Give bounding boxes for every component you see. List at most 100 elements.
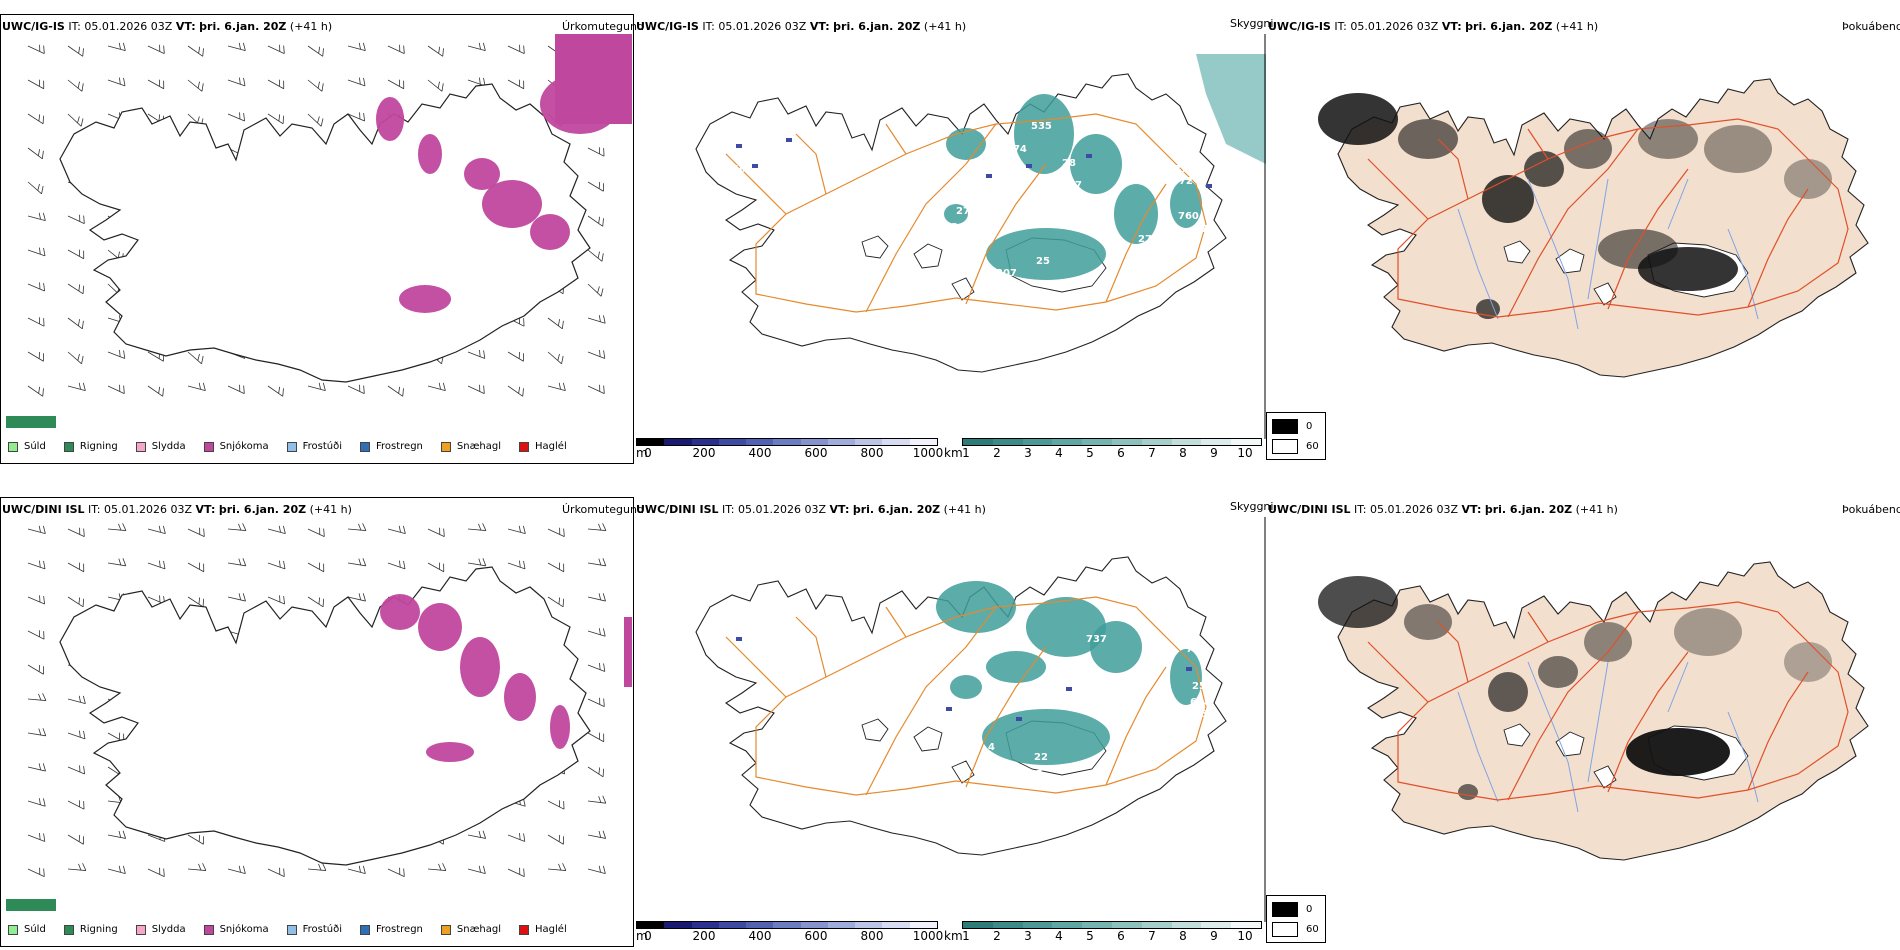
colorbar-segment <box>855 922 883 928</box>
wind-barb <box>67 596 84 608</box>
wind-barb <box>27 44 45 54</box>
fog-area <box>1482 175 1534 223</box>
snow-area <box>482 180 542 228</box>
cloud-base-value: 737 <box>1086 634 1107 645</box>
colorbar-tick: 0 <box>644 929 652 943</box>
wind-barb <box>27 147 44 160</box>
colorbar-segment <box>855 439 883 445</box>
wind-barb <box>267 44 285 54</box>
fog-swatch-0 <box>1272 418 1298 434</box>
cloud-base-value: 37 <box>1174 164 1188 175</box>
legend-item: Snæhagl <box>440 441 501 452</box>
colorbar-segment <box>909 922 937 928</box>
wind-barb <box>27 595 45 605</box>
river <box>1527 661 1579 813</box>
glacier-outline <box>951 760 975 784</box>
cloud-base-pixel <box>1066 687 1072 691</box>
wind-barb <box>227 42 246 52</box>
wind-barb <box>467 865 486 875</box>
legend-label: Rigning <box>79 924 118 935</box>
legend-item: Snjókoma <box>203 924 269 935</box>
cloud-base-value: 535 <box>1031 121 1052 132</box>
legend-swatch <box>135 924 146 935</box>
wind-barb <box>147 385 164 397</box>
colorbar-segment <box>1111 922 1142 928</box>
low-visibility-area <box>950 675 982 699</box>
panel-title: Skyggni <box>1230 17 1274 30</box>
wind-barb <box>307 527 325 537</box>
cloud-base-pixel <box>986 174 992 178</box>
legend-label: Frostúði <box>302 441 342 452</box>
colorbar-segment <box>1082 439 1112 445</box>
wind-barb <box>547 863 567 871</box>
precip-type-map <box>6 34 632 428</box>
legend-label: Súld <box>24 441 46 452</box>
legend-item: Haglél <box>519 441 567 452</box>
road <box>885 123 907 155</box>
wind-barb <box>467 42 486 52</box>
legend-swatch <box>203 441 214 452</box>
wind-barb <box>467 77 486 87</box>
colorbar-segment <box>1082 922 1112 928</box>
panel-title: Skyggni <box>1230 500 1274 513</box>
low-visibility-area <box>1026 597 1106 657</box>
visibility-unit: km <box>944 446 963 460</box>
wind-barb <box>587 662 606 672</box>
wind-barb <box>387 525 406 535</box>
wind-barb <box>67 800 85 810</box>
legend-item: Frostúði <box>286 924 342 935</box>
wind-barb <box>507 351 525 362</box>
wind-barb <box>547 800 565 810</box>
colorbar-segment <box>691 439 719 445</box>
colorbar-segment <box>691 922 719 928</box>
legend-label: Slydda <box>151 441 186 452</box>
wind-barb <box>547 596 564 608</box>
wind-barb <box>307 113 324 127</box>
wind-barb <box>227 865 246 875</box>
road <box>725 153 787 215</box>
wind-barb <box>547 834 565 845</box>
wind-barb <box>227 77 246 87</box>
cloud-base-value: 250 <box>1192 681 1213 692</box>
snow-area <box>550 705 570 749</box>
fog-area <box>1638 247 1738 291</box>
river <box>1667 178 1689 230</box>
colorbar-tick: 6 <box>1117 929 1125 943</box>
cloud-base-pixel <box>736 144 742 148</box>
legend-swatch <box>360 441 370 452</box>
panel-title: Þokuábendi <box>1842 503 1900 516</box>
wind-barb <box>347 77 366 87</box>
road <box>795 616 827 678</box>
colorbar-segment <box>992 439 1023 445</box>
colorbar-segment <box>1052 922 1083 928</box>
low-visibility-area <box>1014 94 1074 174</box>
legend-item: Slydda <box>135 441 186 452</box>
legend-item: Frostregn <box>360 924 423 935</box>
cloud-base-value: 45 <box>958 709 972 720</box>
colorbar-tick: 4 <box>1055 446 1063 460</box>
panel-header: UWC/DINI ISL IT: 05.01.2026 03Z VT: þri.… <box>1268 503 1618 516</box>
low-visibility-area <box>1170 180 1202 228</box>
colorbar-segment <box>637 922 665 928</box>
cloud-base-value: 307 <box>996 268 1017 279</box>
wind-barb <box>187 596 204 608</box>
visibility-colorbar: 1 2 3 4 5 6 7 8 9 10 <box>962 438 1262 460</box>
river <box>1527 178 1579 330</box>
road <box>1507 611 1639 801</box>
wind-barb <box>587 795 607 804</box>
colorbar-tick: 1000 <box>912 929 944 943</box>
wind-barb <box>27 664 45 675</box>
glacier <box>1503 723 1531 747</box>
wind-barb <box>427 382 446 392</box>
wind-barb <box>67 834 85 845</box>
wind-barb <box>427 79 444 92</box>
low-visibility-area <box>1070 134 1122 194</box>
wind-barb <box>227 593 246 602</box>
wind-barb <box>587 349 606 359</box>
panel-header: UWC/IG-IS IT: 05.01.2026 03Z VT: þri. 6.… <box>1268 20 1599 33</box>
legend-item: Slydda <box>135 924 186 935</box>
colorbar-segment <box>827 439 856 445</box>
cloud-base-value: 27 <box>1068 180 1082 191</box>
legend-swatch <box>8 924 18 935</box>
